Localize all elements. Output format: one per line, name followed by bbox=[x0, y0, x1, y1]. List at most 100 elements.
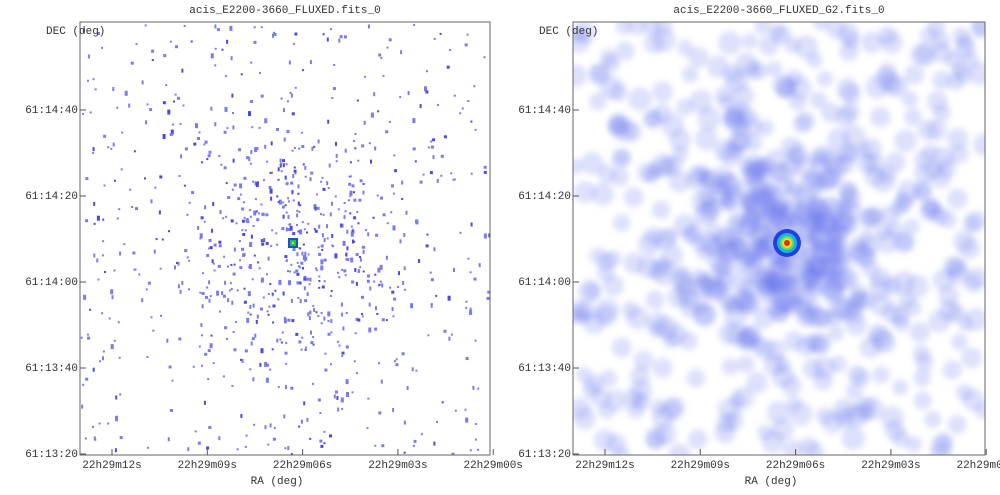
pixel bbox=[178, 337, 182, 341]
pixel bbox=[85, 377, 89, 381]
pixel bbox=[349, 212, 352, 215]
pixel bbox=[483, 165, 487, 169]
blob bbox=[812, 144, 835, 167]
pixel bbox=[224, 106, 228, 112]
pixel bbox=[451, 452, 455, 455]
pixel bbox=[101, 254, 104, 257]
pixel bbox=[199, 291, 202, 294]
blob bbox=[677, 39, 694, 57]
pixel bbox=[298, 147, 301, 150]
pixel bbox=[430, 278, 434, 282]
pixel bbox=[346, 257, 350, 261]
image-background bbox=[80, 22, 490, 455]
pixel bbox=[115, 395, 118, 400]
pixel bbox=[343, 215, 346, 220]
pixel bbox=[258, 267, 261, 270]
blob bbox=[615, 22, 633, 35]
pixel bbox=[432, 155, 435, 160]
pixel bbox=[181, 281, 184, 285]
pixel bbox=[203, 143, 206, 146]
pixel bbox=[241, 207, 245, 211]
blob bbox=[643, 32, 666, 54]
pixel bbox=[447, 295, 451, 301]
pixel bbox=[398, 271, 400, 276]
pixel bbox=[388, 120, 391, 123]
blob bbox=[651, 200, 671, 220]
y-tick-label: 61:14:40 bbox=[25, 105, 78, 117]
pixel bbox=[392, 315, 395, 318]
pixel bbox=[312, 304, 315, 307]
pixel bbox=[255, 182, 259, 188]
pixel bbox=[315, 267, 318, 270]
pixel bbox=[159, 175, 163, 179]
pixel bbox=[327, 187, 330, 190]
pixel bbox=[216, 28, 220, 32]
pixel bbox=[376, 194, 379, 197]
y-axis-label: DEC (deg) bbox=[46, 26, 105, 38]
pixel bbox=[251, 126, 254, 129]
pixel bbox=[154, 186, 157, 189]
pixel bbox=[343, 269, 347, 273]
x-tick-label: 22h29m12s bbox=[575, 460, 634, 472]
pixel bbox=[249, 242, 253, 247]
blob bbox=[741, 33, 758, 50]
pixel bbox=[231, 385, 234, 387]
pixel bbox=[374, 444, 377, 447]
blob bbox=[943, 256, 964, 277]
pixel bbox=[287, 228, 291, 231]
pixel bbox=[301, 145, 305, 148]
pixel bbox=[271, 348, 274, 351]
pixel bbox=[401, 352, 405, 356]
pixel bbox=[209, 295, 212, 298]
pixel bbox=[467, 257, 470, 260]
pixel bbox=[92, 367, 95, 372]
pixel bbox=[328, 163, 331, 168]
pixel bbox=[264, 425, 267, 430]
y-tick-label: 61:14:40 bbox=[518, 105, 571, 117]
pixel bbox=[244, 349, 248, 353]
pixel bbox=[178, 175, 181, 177]
pixel bbox=[372, 216, 375, 219]
pixel bbox=[218, 155, 221, 157]
pixel bbox=[233, 247, 236, 252]
pixel bbox=[341, 351, 345, 355]
blob bbox=[742, 161, 765, 185]
pixel bbox=[274, 289, 277, 292]
pixel bbox=[334, 195, 337, 198]
pixel bbox=[359, 179, 363, 183]
pixel bbox=[459, 231, 462, 234]
pixel bbox=[135, 207, 138, 211]
pixel bbox=[412, 147, 416, 151]
pixel bbox=[236, 448, 239, 451]
pixel bbox=[469, 307, 472, 312]
pixel bbox=[348, 182, 352, 186]
pixel bbox=[197, 441, 201, 445]
pixel bbox=[232, 158, 235, 163]
pixel bbox=[232, 272, 236, 276]
blob bbox=[718, 31, 742, 55]
pixel bbox=[425, 244, 429, 248]
pixel bbox=[217, 264, 221, 268]
pixel bbox=[92, 147, 95, 152]
x-tick-label: 22h29m12s bbox=[82, 460, 141, 472]
pixel bbox=[273, 31, 275, 34]
pixel bbox=[119, 436, 123, 440]
pixel bbox=[271, 292, 274, 295]
pixel bbox=[285, 163, 288, 166]
pixel bbox=[337, 271, 340, 274]
pixel bbox=[201, 334, 203, 337]
pixel bbox=[233, 348, 237, 352]
pixel bbox=[351, 391, 354, 394]
pixel bbox=[320, 259, 324, 265]
pixel bbox=[84, 437, 87, 440]
pixel bbox=[130, 61, 134, 65]
blob bbox=[623, 187, 644, 208]
pixel bbox=[309, 277, 312, 282]
pixel bbox=[312, 343, 315, 346]
blob bbox=[786, 143, 809, 166]
pixel bbox=[82, 112, 84, 115]
blob bbox=[886, 74, 909, 98]
pixel bbox=[229, 25, 233, 31]
pixel bbox=[290, 93, 293, 98]
blob bbox=[693, 303, 717, 327]
